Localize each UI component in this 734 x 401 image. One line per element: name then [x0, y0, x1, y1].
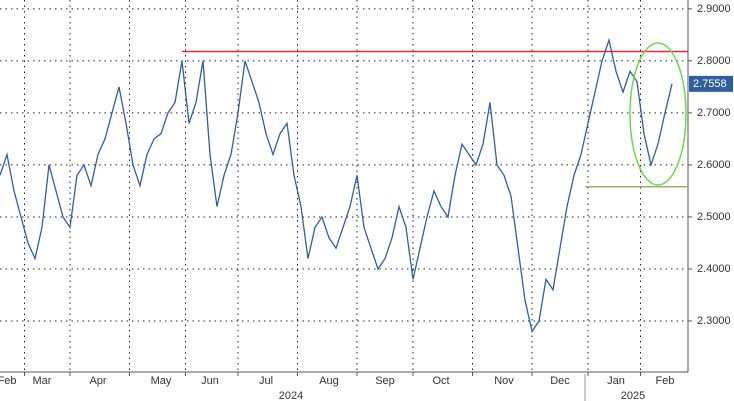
last-value-tag [689, 75, 733, 92]
x-tick-label: Feb [0, 375, 16, 387]
x-tick-label: Nov [494, 375, 514, 387]
y-tick-label: 2.6000 [697, 159, 731, 171]
y-tick-label: 2.4000 [697, 263, 731, 275]
y-tick-label: 2.8000 [697, 55, 731, 67]
x-tick-label: Sep [375, 375, 395, 387]
x-tick-label: Feb [656, 375, 675, 387]
x-tick-label: Aug [319, 375, 339, 387]
x-tick-label: Oct [432, 375, 449, 387]
highlight-ellipse [629, 42, 687, 186]
last-value-label: 2.7558 [693, 78, 727, 90]
x-tick-label: Jun [201, 375, 219, 387]
y-tick-label: 2.7000 [697, 107, 731, 119]
x-tick-label: Dec [550, 375, 570, 387]
y-tick-label: 2.3000 [697, 315, 731, 327]
x-tick-label: Mar [33, 375, 52, 387]
year-label: 2025 [621, 390, 645, 401]
y-tick-label: 2.9000 [697, 3, 731, 15]
y-tick-label: 2.5000 [697, 211, 731, 223]
price-line [0, 37, 673, 334]
x-tick-label: Jul [259, 375, 273, 387]
x-tick-label: May [151, 375, 172, 387]
x-tick-label: Jan [607, 375, 625, 387]
year-label: 2024 [279, 390, 303, 401]
x-tick-label: Apr [89, 375, 106, 387]
